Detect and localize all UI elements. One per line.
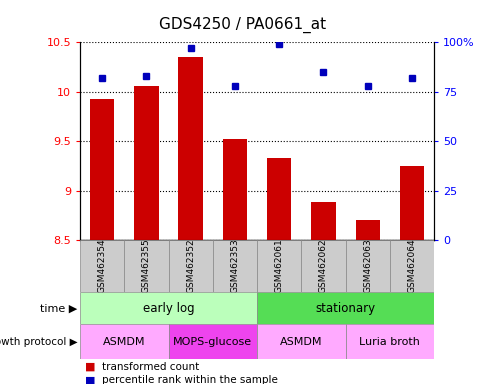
Bar	[168, 324, 257, 359]
Text: ■: ■	[85, 362, 95, 372]
Bar	[168, 240, 212, 292]
Text: GSM462064: GSM462064	[407, 238, 416, 293]
Bar	[257, 240, 301, 292]
Bar	[80, 324, 168, 359]
Text: Luria broth: Luria broth	[359, 337, 420, 347]
Text: GSM462354: GSM462354	[97, 238, 106, 293]
Text: ASMDM: ASMDM	[279, 337, 322, 347]
Bar	[389, 240, 433, 292]
Text: MOPS-glucose: MOPS-glucose	[173, 337, 252, 347]
Bar	[345, 240, 389, 292]
Bar	[257, 292, 433, 324]
Bar	[267, 158, 291, 240]
Text: GDS4250 / PA0661_at: GDS4250 / PA0661_at	[159, 17, 325, 33]
Bar	[355, 220, 379, 240]
Bar	[301, 240, 345, 292]
Text: transformed count: transformed count	[102, 362, 199, 372]
Bar	[311, 202, 335, 240]
Bar	[80, 240, 124, 292]
Text: time ▶: time ▶	[40, 303, 77, 313]
Text: growth protocol ▶: growth protocol ▶	[0, 337, 77, 347]
Bar	[345, 324, 433, 359]
Text: GSM462355: GSM462355	[142, 238, 151, 293]
Text: stationary: stationary	[315, 302, 375, 314]
Bar	[80, 292, 257, 324]
Bar	[124, 240, 168, 292]
Bar	[212, 240, 257, 292]
Text: GSM462063: GSM462063	[363, 238, 371, 293]
Text: GSM462061: GSM462061	[274, 238, 283, 293]
Bar	[178, 57, 202, 240]
Text: GSM462353: GSM462353	[230, 238, 239, 293]
Bar	[222, 139, 246, 240]
Text: percentile rank within the sample: percentile rank within the sample	[102, 375, 277, 384]
Text: GSM462062: GSM462062	[318, 238, 327, 293]
Text: ASMDM: ASMDM	[103, 337, 145, 347]
Text: ■: ■	[85, 375, 95, 384]
Bar	[257, 324, 345, 359]
Bar	[90, 99, 114, 240]
Bar	[399, 166, 423, 240]
Text: early log: early log	[142, 302, 194, 314]
Bar	[134, 86, 158, 240]
Text: GSM462352: GSM462352	[186, 238, 195, 293]
